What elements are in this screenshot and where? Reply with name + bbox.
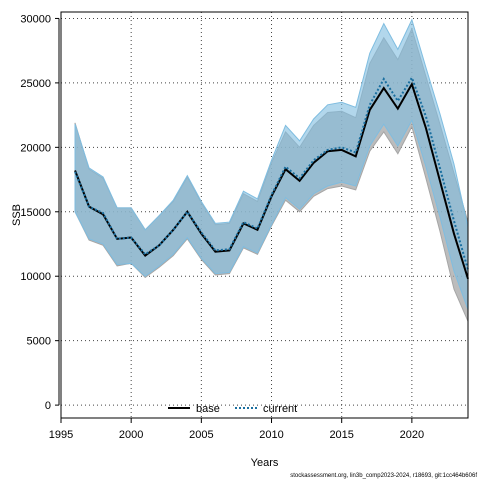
x-tick-label-1995: 1995 (49, 429, 73, 441)
x-tick-label-2020: 2020 (400, 429, 424, 441)
series-line-current (74, 75, 469, 271)
y-axis: 0 5000 10000 15000 20000 25000 30000 (20, 13, 60, 412)
series-lines (74, 75, 469, 280)
y-tick-label-30000: 30000 (20, 13, 51, 25)
x-tick-label-2015: 2015 (329, 429, 353, 441)
footer-source-text: stockassessment.org, lin3b_comp2023-2024… (290, 473, 477, 479)
x-axis: 1995 2000 2005 2010 2015 2020 (49, 418, 424, 441)
y-tick-label-15000: 15000 (20, 207, 51, 219)
x-tick-label-2000: 2000 (119, 429, 143, 441)
y-tick-label-20000: 20000 (20, 142, 51, 154)
legend-label-current: current (263, 403, 297, 415)
plot-frame (60, 11, 469, 419)
y-axis-label: SSB (11, 204, 23, 226)
legend: base current (168, 403, 297, 415)
y-tick-label-0: 0 (45, 400, 51, 412)
y-tick-label-10000: 10000 (20, 271, 51, 283)
x-tick-label-2005: 2005 (189, 429, 213, 441)
x-tick-label-2010: 2010 (259, 429, 283, 441)
legend-label-base: base (196, 403, 220, 415)
y-tick-label-5000: 5000 (27, 336, 51, 348)
x-axis-label: Years (251, 457, 279, 469)
y-tick-label-25000: 25000 (20, 78, 51, 90)
